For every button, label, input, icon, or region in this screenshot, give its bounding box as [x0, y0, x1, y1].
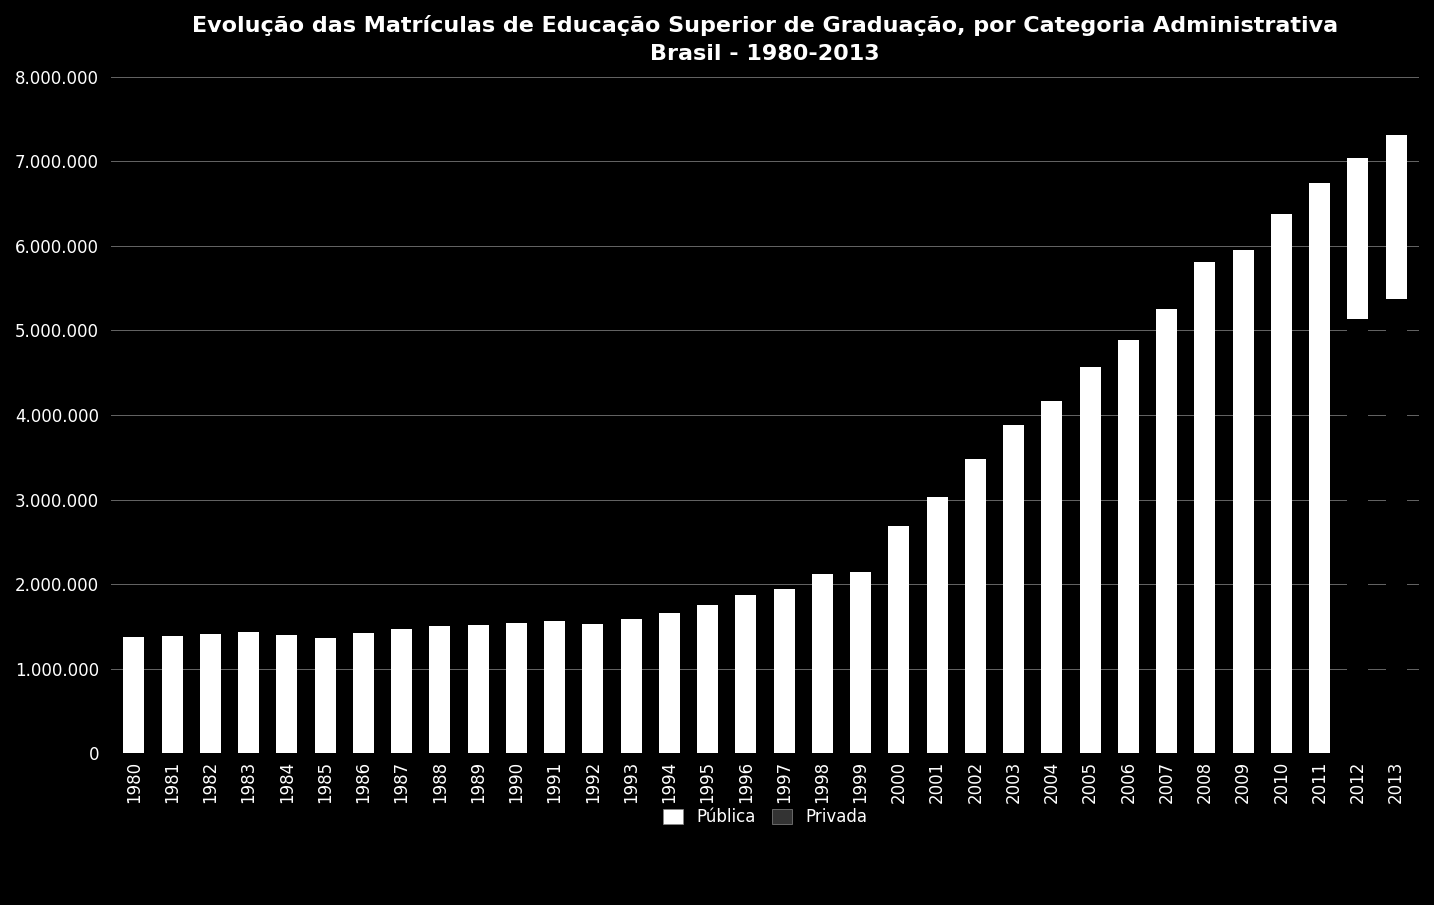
Bar	[429, 626, 450, 754]
Bar	[1309, 184, 1331, 754]
Bar	[1041, 401, 1063, 754]
Bar	[543, 621, 565, 754]
Bar	[199, 634, 221, 754]
Legend: Pública, Privada: Pública, Privada	[655, 802, 873, 834]
Bar	[353, 634, 374, 754]
Title: Evolução das Matrículas de Educação Superior de Graduação, por Categoria Adminis: Evolução das Matrículas de Educação Supe…	[192, 15, 1338, 64]
Bar	[1271, 214, 1292, 754]
Bar	[238, 632, 260, 754]
Bar	[1385, 299, 1407, 754]
Bar	[1080, 367, 1100, 754]
Bar	[926, 497, 948, 754]
Bar	[658, 613, 680, 754]
Bar	[850, 572, 870, 754]
Bar	[1117, 340, 1139, 754]
Bar	[1233, 250, 1253, 754]
Bar	[965, 459, 985, 754]
Bar	[812, 574, 833, 754]
Bar	[621, 618, 641, 754]
Bar	[1195, 262, 1216, 754]
Bar	[467, 625, 489, 754]
Bar	[773, 589, 794, 754]
Bar	[506, 624, 526, 754]
Bar	[123, 637, 145, 754]
Bar	[277, 635, 297, 754]
Bar	[391, 629, 412, 754]
Bar	[697, 605, 718, 754]
Bar	[888, 526, 909, 754]
Bar	[1385, 136, 1407, 299]
Bar	[1002, 424, 1024, 754]
Bar	[1348, 158, 1368, 319]
Bar	[314, 638, 336, 754]
Bar	[736, 595, 756, 754]
Bar	[162, 636, 182, 754]
Bar	[1348, 319, 1368, 754]
Bar	[1156, 310, 1177, 754]
Bar	[582, 624, 604, 754]
